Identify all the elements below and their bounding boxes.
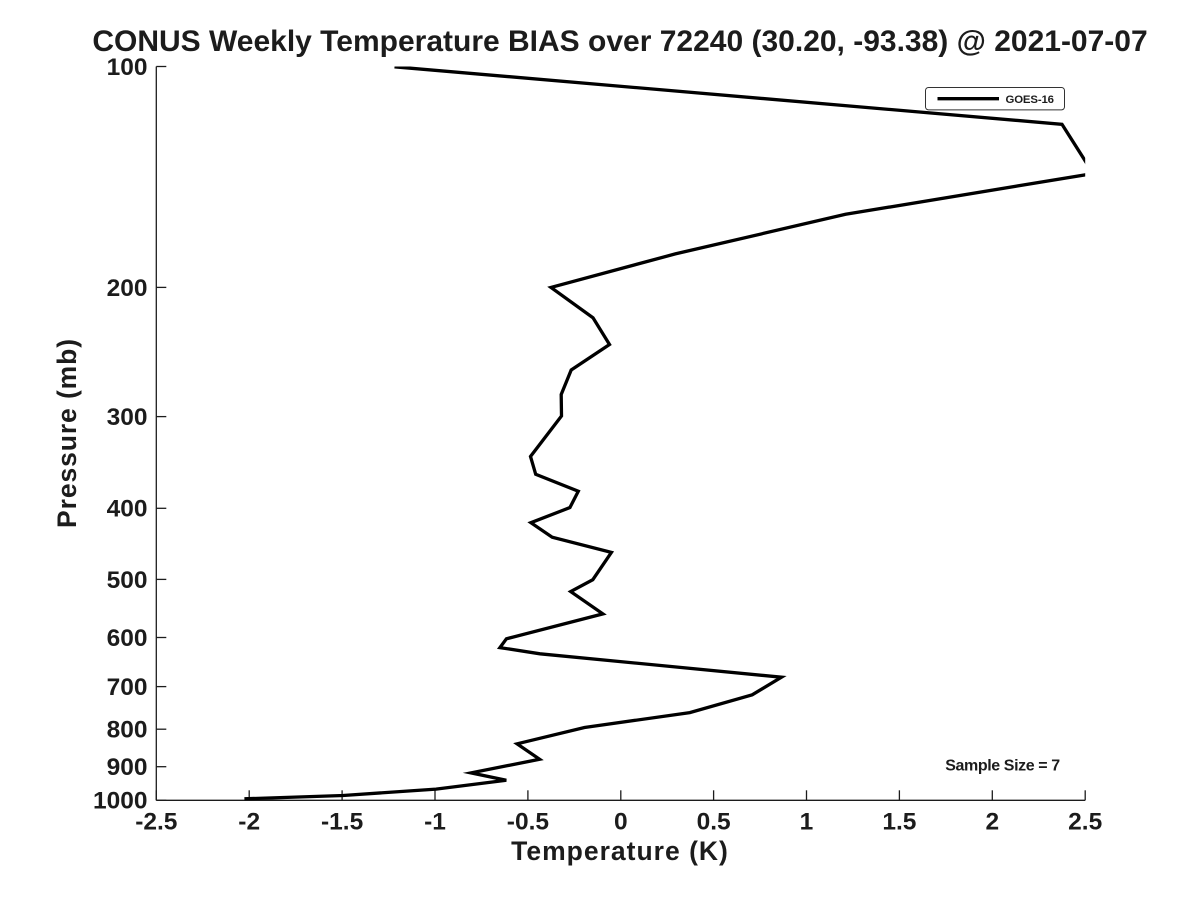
svg-text:Pressure (mb): Pressure (mb) xyxy=(52,338,82,528)
svg-text:-2.5: -2.5 xyxy=(135,809,177,836)
svg-text:-0.5: -0.5 xyxy=(507,809,549,836)
svg-text:1.5: 1.5 xyxy=(882,809,916,836)
svg-text:700: 700 xyxy=(107,674,148,701)
svg-text:600: 600 xyxy=(107,625,148,652)
svg-text:300: 300 xyxy=(107,404,148,431)
svg-text:-1: -1 xyxy=(424,809,446,836)
svg-text:GOES-16: GOES-16 xyxy=(1006,94,1054,106)
svg-text:200: 200 xyxy=(107,275,148,302)
svg-text:500: 500 xyxy=(107,567,148,594)
svg-text:800: 800 xyxy=(107,717,148,744)
svg-text:-1.5: -1.5 xyxy=(321,809,363,836)
svg-text:Temperature (K): Temperature (K) xyxy=(511,836,729,866)
svg-text:Sample Size = 7: Sample Size = 7 xyxy=(945,758,1060,775)
svg-text:0: 0 xyxy=(614,809,628,836)
svg-text:1000: 1000 xyxy=(93,788,148,815)
svg-text:0.5: 0.5 xyxy=(697,809,731,836)
svg-text:-2: -2 xyxy=(238,809,260,836)
svg-text:900: 900 xyxy=(107,754,148,781)
svg-text:100: 100 xyxy=(107,54,148,81)
svg-text:CONUS Weekly Temperature BIAS: CONUS Weekly Temperature BIAS over 72240… xyxy=(92,25,1147,58)
svg-text:400: 400 xyxy=(107,496,148,523)
svg-text:2.5: 2.5 xyxy=(1068,809,1102,836)
svg-text:1: 1 xyxy=(800,809,814,836)
svg-text:2: 2 xyxy=(985,809,999,836)
